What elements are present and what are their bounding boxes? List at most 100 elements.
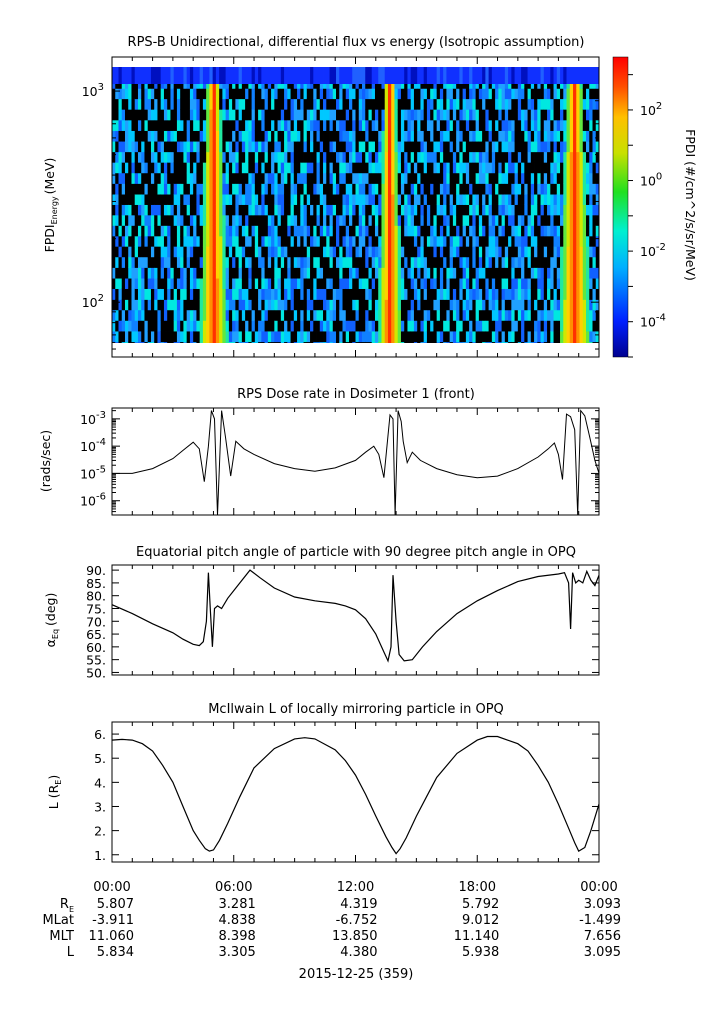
spectrogram-cell (378, 183, 382, 195)
spectrogram-cell (582, 109, 587, 121)
spectrogram-cell (121, 320, 126, 332)
spectrogram-cell (232, 204, 236, 216)
spectrogram-cell (202, 162, 207, 174)
spectrogram-cell (228, 194, 233, 205)
spectrogram-cell (443, 151, 447, 163)
spectrogram-cell (449, 204, 454, 216)
spectrogram-cell (287, 84, 291, 89)
spectrogram-cell (290, 162, 295, 174)
spectrogram-cell (115, 119, 119, 131)
spectrogram-cell (475, 194, 480, 205)
spectrogram-cell (163, 130, 168, 142)
spectrogram-cell (537, 278, 541, 289)
spectrogram-cell (387, 119, 392, 131)
spectrogram-cell (582, 162, 587, 174)
spectrogram-cell (189, 109, 194, 121)
spectrogram-cell (576, 151, 580, 163)
spectrogram-cell (540, 256, 545, 268)
spectrogram-cell (534, 162, 538, 174)
spectrogram-cell (462, 194, 467, 205)
spectrogram-cell (556, 288, 561, 300)
spectrogram-cell (349, 309, 353, 321)
spectrogram-cell (121, 194, 126, 205)
spectrogram-cell (374, 235, 379, 247)
spectrogram-cell (553, 151, 558, 163)
spectrogram-cell (504, 151, 509, 163)
spectrogram-cell (232, 256, 236, 268)
spectrogram-cell (592, 119, 597, 131)
spectrogram-cell (553, 299, 558, 311)
spectrogram-cell (212, 84, 217, 89)
spectrogram-cell (157, 67, 162, 84)
spectrogram-cell (595, 194, 600, 205)
spectrogram-cell (261, 256, 265, 268)
spectrogram-cell (459, 130, 464, 142)
spectrogram-cell (569, 246, 574, 258)
spectrogram-cell (413, 246, 418, 258)
spectrogram-cell (222, 109, 227, 121)
spectrogram-cell (563, 183, 567, 195)
spectrogram-cell (527, 235, 532, 247)
spectrogram-cell (586, 309, 590, 321)
spectrogram-cell (329, 235, 334, 247)
spectrogram-cell (248, 109, 253, 121)
spectrogram-cell (534, 84, 538, 89)
spectrogram-cell (439, 309, 444, 321)
spectrogram-cell (517, 88, 522, 100)
spectrogram-cell (235, 141, 240, 153)
spectrogram-cell (186, 119, 191, 131)
spectrogram-cell (258, 151, 262, 163)
spectrogram-cell (378, 84, 382, 89)
spectrogram-cell (313, 119, 317, 131)
spectrogram-cell (313, 214, 317, 226)
spectrogram-cell (439, 109, 444, 121)
spectrogram-cell (576, 320, 580, 332)
spectrogram-cell (374, 288, 379, 300)
spectrogram-cell (365, 288, 369, 300)
spectrogram-cell (592, 98, 597, 110)
spectrogram-cell (176, 278, 181, 289)
spectrogram-cell (297, 256, 301, 268)
spectrogram-cell (436, 162, 441, 174)
spectrogram-cell (586, 278, 590, 289)
spectrogram-cell (313, 267, 317, 279)
spectrogram-cell (560, 88, 564, 100)
spectrogram-cell (206, 204, 210, 216)
spectrogram-cell (112, 98, 116, 110)
spectrogram-cell (413, 130, 418, 142)
spectrogram-cell (423, 194, 428, 205)
spectrogram-cell (394, 141, 399, 153)
spectrogram-cell (215, 109, 220, 121)
spectrogram-cell (521, 235, 525, 247)
spectrogram-cell (436, 267, 441, 279)
dose-y-tick-label: 10-4 (80, 437, 106, 454)
spectrogram-cell (225, 141, 230, 153)
spectrogram-cell (508, 183, 512, 195)
spectrogram-cell (118, 299, 123, 311)
spectrogram-cell (271, 172, 275, 184)
spectrogram-cell (491, 162, 496, 174)
spectrogram-cell (436, 141, 441, 153)
spectrogram-cell (134, 214, 139, 226)
spectrogram-cell (209, 225, 214, 237)
spectrogram-cell (284, 151, 288, 163)
spectrogram-cell (491, 194, 496, 205)
spectrogram-cell (206, 67, 210, 84)
spectrogram-cell (131, 204, 136, 216)
spectrogram-cell (456, 278, 460, 289)
spectrogram-cell (498, 194, 502, 205)
spectrogram-cell (251, 235, 256, 247)
spectrogram-cell (284, 331, 288, 343)
spectrogram-cell (131, 88, 136, 100)
spectrogram-cell (511, 119, 515, 131)
spectrogram-cell (196, 172, 201, 184)
spectrogram-cell (381, 299, 386, 311)
spectrogram-cell (553, 267, 558, 279)
spectrogram-cell (219, 235, 223, 247)
spectrogram-cell (436, 204, 441, 216)
spectrogram-cell (547, 67, 551, 84)
ephemeris-value: 4.380 (340, 945, 377, 960)
spectrogram-cell (297, 299, 301, 311)
spectrogram-cell (215, 88, 220, 100)
spectrogram-cell (300, 130, 304, 142)
